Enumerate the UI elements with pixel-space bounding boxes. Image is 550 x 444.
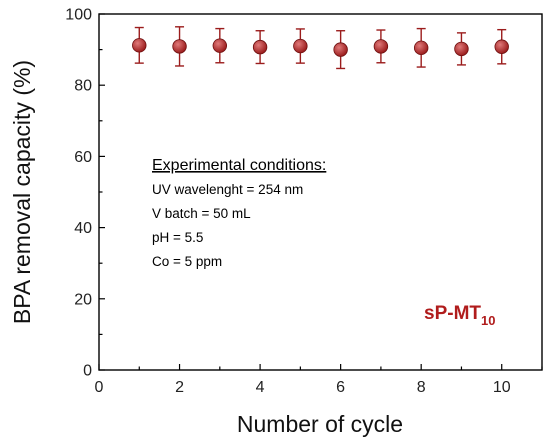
data-marker — [132, 38, 147, 53]
conditions-heading: Experimental conditions: — [152, 157, 326, 174]
y-axis-title: BPA removal capacity (%) — [9, 60, 35, 324]
data-marker — [333, 42, 348, 57]
data-marker — [212, 38, 228, 53]
condition-line: UV wavelenght = 254 nm — [152, 182, 303, 197]
data-marks — [132, 26, 509, 70]
x-tick-label: 8 — [417, 379, 426, 396]
data-point — [454, 32, 469, 66]
x-tick-label: 2 — [175, 379, 184, 396]
sample-label-main: sP-MT — [424, 303, 481, 324]
data-point — [373, 29, 389, 64]
y-tick-label: 80 — [74, 78, 92, 95]
data-marker — [454, 41, 469, 57]
data-marker — [293, 38, 308, 54]
condition-line: pH = 5.5 — [152, 230, 203, 245]
y-tick-label: 20 — [74, 291, 92, 308]
condition-line: Co = 5 ppm — [152, 254, 222, 269]
data-marker — [494, 39, 509, 54]
data-point — [494, 28, 509, 65]
y-tick-label: 0 — [83, 363, 92, 380]
data-point — [413, 27, 429, 68]
x-axis-title: Number of cycle — [237, 411, 403, 437]
x-tick-label: 6 — [336, 379, 345, 396]
data-point — [132, 26, 147, 64]
x-tick-label: 10 — [493, 379, 511, 396]
y-tick-label: 40 — [74, 220, 92, 237]
sample-label: sP-MT10 — [424, 303, 495, 328]
x-tick-label: 0 — [95, 379, 104, 396]
data-point — [333, 30, 348, 70]
data-marker — [373, 39, 389, 54]
data-marker — [172, 39, 187, 54]
data-point — [293, 28, 308, 64]
data-marker — [413, 40, 429, 56]
data-point — [172, 26, 187, 67]
conditions-annotation: Experimental conditions: UV wavelenght =… — [152, 157, 326, 269]
condition-line: V batch = 50 mL — [152, 206, 251, 221]
data-marker — [252, 39, 268, 55]
data-point — [212, 27, 228, 64]
x-tick-label: 4 — [256, 379, 265, 396]
sample-label-subscript: 10 — [481, 313, 495, 328]
y-tick-label: 60 — [74, 149, 92, 166]
y-tick-label: 100 — [65, 7, 92, 24]
data-point — [252, 30, 268, 65]
